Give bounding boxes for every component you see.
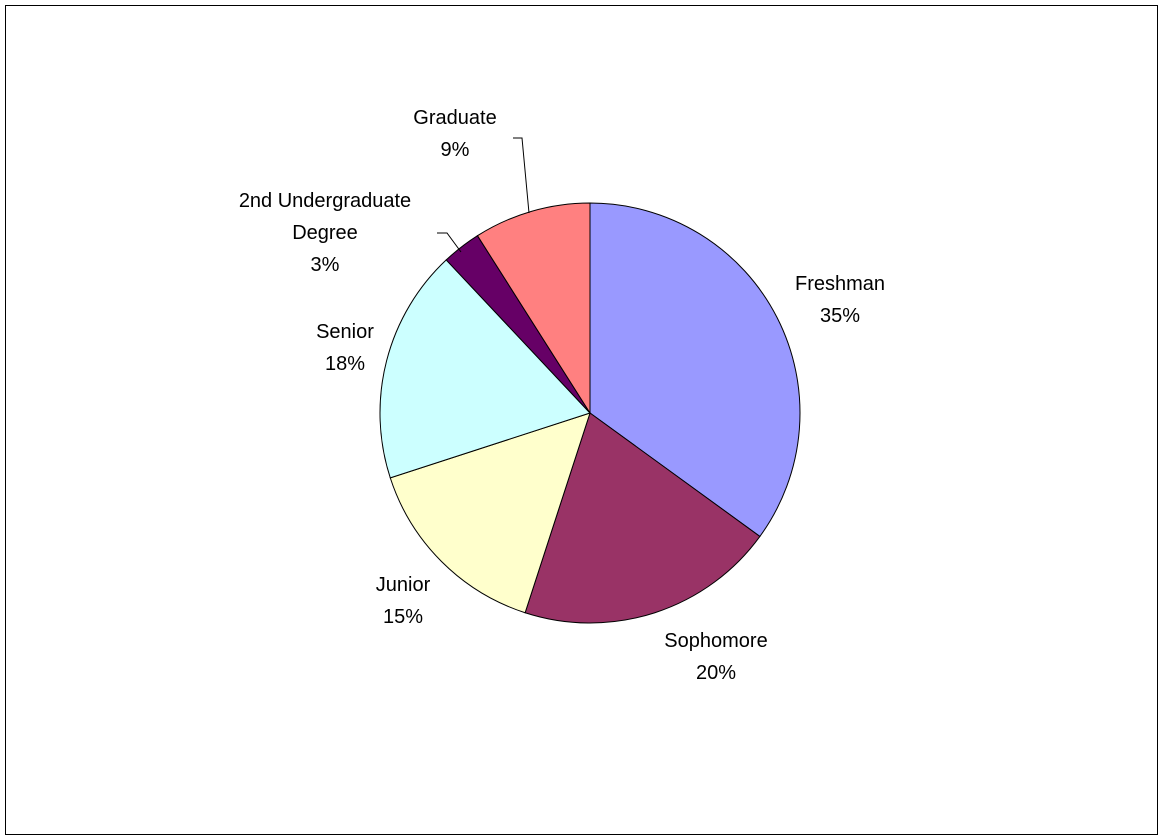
data-label-percent: 3% xyxy=(311,254,340,276)
leader-lines xyxy=(437,137,530,253)
pie-slice-sophomore xyxy=(524,412,761,624)
data-label-category: Graduate xyxy=(413,107,496,129)
pie-slice-graduate xyxy=(476,202,591,415)
data-label-sophomore: Sophomore 20% xyxy=(664,630,767,684)
data-label-category: Junior xyxy=(376,574,431,596)
data-label-category: Freshman xyxy=(795,273,885,295)
data-label-percent: 20% xyxy=(696,662,736,684)
data-label-category: Degree xyxy=(292,222,358,244)
pie-slice-freshman xyxy=(589,202,801,538)
leader-line-2nd-undergraduate xyxy=(437,232,462,253)
data-label-freshman: Freshman 35% xyxy=(795,273,885,327)
leader-line-graduate xyxy=(513,137,530,214)
pie-slice-junior xyxy=(389,412,591,614)
data-label-percent: 18% xyxy=(325,353,365,375)
data-label-category: Sophomore xyxy=(664,630,767,652)
pie-slice-senior xyxy=(379,259,591,479)
data-label-junior: Junior 15% xyxy=(376,574,431,628)
data-label-percent: 35% xyxy=(820,305,860,327)
pie-slices xyxy=(379,202,801,624)
data-label-percent: 9% xyxy=(441,139,470,161)
data-label-category: Senior xyxy=(316,321,374,343)
data-label-category: 2nd Undergraduate xyxy=(239,190,411,212)
data-labels: Freshman 35% Sophomore 20% Junior 15% Senior 18… xyxy=(239,107,885,684)
data-label-graduate: Graduate 9% xyxy=(413,107,496,161)
data-label-percent: 15% xyxy=(383,606,423,628)
data-label-2nd-undergraduate-degree: 2nd Undergraduate Degree 3% xyxy=(239,190,411,276)
data-label-senior: Senior 18% xyxy=(316,321,374,375)
